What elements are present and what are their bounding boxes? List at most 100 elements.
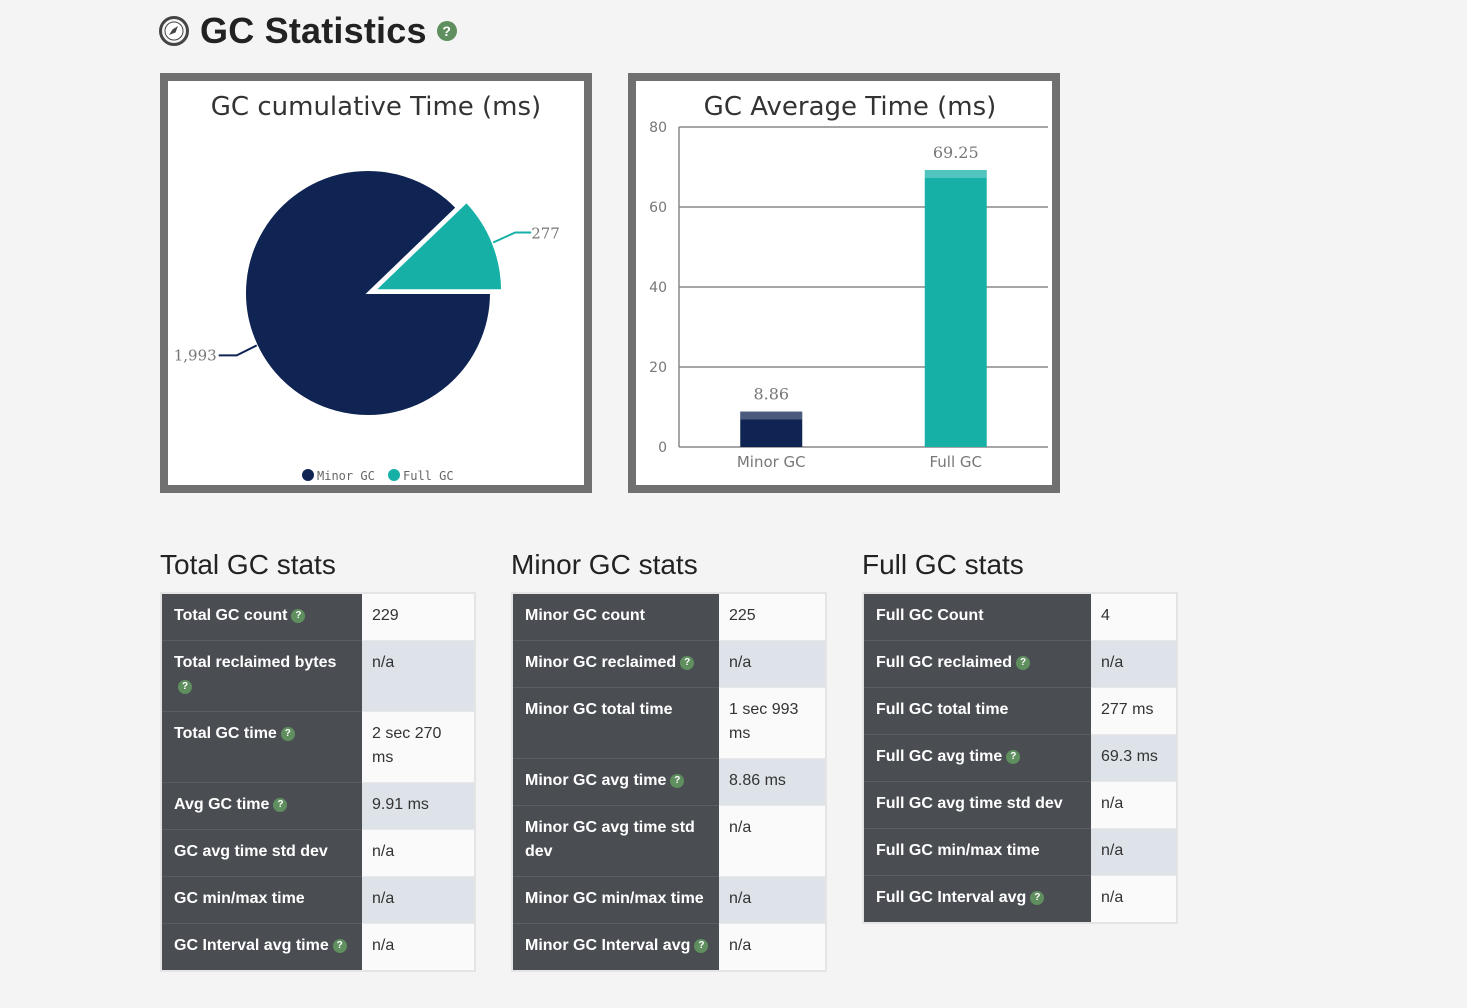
full-gc-stats-table: Full GC Count 4 Full GC reclaimed? n/a Full … (862, 592, 1178, 924)
bar-full-gc[interactable] (924, 170, 987, 447)
stat-label: Minor GC reclaimed? (512, 640, 719, 688)
stat-label: Full GC avg time std dev (863, 781, 1091, 829)
stat-value: 8.86 ms (719, 758, 826, 806)
stat-label-text: Minor GC min/max time (525, 890, 704, 907)
table-row: Full GC total time 277 ms (863, 687, 1177, 735)
help-icon[interactable]: ? (280, 726, 295, 741)
help-icon[interactable]: ? (178, 679, 192, 694)
pie-slice-full-gc[interactable] (369, 199, 505, 293)
help-icon[interactable]: ? (694, 938, 709, 953)
stat-value: 2 sec 270 ms (362, 711, 475, 783)
total-gc-stats: Total GC stats Total GC count? 229 Total r… (160, 548, 476, 972)
stat-label-text: Minor GC reclaimed (525, 654, 677, 671)
help-icon[interactable]: ? (291, 608, 306, 623)
stat-value: 69.3 ms (1091, 734, 1177, 782)
stat-label-text: Avg GC time (174, 796, 270, 813)
stat-label-text: Full GC avg time std dev (876, 795, 1063, 812)
stat-label-text: Full GC total time (876, 701, 1009, 718)
table-row: Minor GC reclaimed? n/a (512, 640, 826, 688)
stat-label-text: Full GC min/max time (876, 842, 1040, 859)
pie-slice-minor-gc[interactable] (244, 169, 493, 417)
stat-label: Full GC total time (863, 687, 1091, 735)
full-gc-data-label: 277 (531, 225, 560, 243)
stat-value: n/a (719, 640, 826, 688)
bar-chart-svg: GC Average Time (ms) 0 20 40 60 80 8.86 Minor G… (649, 92, 1048, 471)
help-icon[interactable]: ? (670, 773, 685, 788)
help-icon[interactable]: ? (1030, 890, 1045, 905)
table-row: GC min/max time n/a (161, 876, 475, 924)
minor-gc-data-label: 1,993 (174, 346, 217, 364)
table-row: Total reclaimed bytes? n/a (161, 640, 475, 712)
stat-label-text: Total reclaimed bytes (174, 654, 337, 671)
help-icon[interactable]: ? (1006, 749, 1021, 764)
stat-value: n/a (362, 923, 475, 971)
legend-label[interactable]: Minor GC (317, 469, 375, 483)
chart-title: GC Average Time (ms) (704, 92, 997, 122)
stat-label-text: Full GC Count (876, 607, 984, 624)
stat-value: n/a (719, 876, 826, 924)
full-gc-stats: Full GC stats Full GC Count 4 Full GC recl… (862, 548, 1178, 924)
page-header: GC Statistics ? (158, 10, 457, 52)
stat-value: n/a (1091, 875, 1177, 923)
stat-label: Total GC count? (161, 592, 362, 641)
stat-label-text: Total GC time (174, 725, 277, 742)
stat-value: n/a (1091, 640, 1177, 688)
stat-label: Total reclaimed bytes? (161, 640, 362, 712)
y-tick-label: 40 (649, 280, 667, 296)
total-gc-stats-heading: Total GC stats (160, 549, 336, 580)
help-icon[interactable]: ? (332, 938, 347, 953)
stat-label: Minor GC avg time std dev (512, 805, 719, 877)
total-gc-stats-table: Total GC count? 229 Total reclaimed bytes?… (160, 592, 476, 972)
stat-value: 4 (1091, 592, 1177, 641)
stat-label: Full GC reclaimed? (863, 640, 1091, 688)
stat-label-text: Minor GC count (525, 607, 645, 624)
table-row: Full GC avg time std dev n/a (863, 781, 1177, 829)
stat-label: GC Interval avg time? (161, 923, 362, 971)
legend-label[interactable]: Full GC (403, 469, 454, 483)
x-tick-label: Full GC (929, 453, 982, 471)
table-row: Full GC Interval avg? n/a (863, 875, 1177, 923)
table-row: Full GC avg time? 69.3 ms (863, 734, 1177, 782)
chart-title: GC cumulative Time (ms) (211, 92, 541, 122)
y-tick-label: 80 (649, 120, 667, 136)
table-row: Full GC min/max time n/a (863, 828, 1177, 876)
full-gc-stats-heading: Full GC stats (862, 549, 1024, 580)
minor-gc-stats-table: Minor GC count 225 Minor GC reclaimed? n/a M… (511, 592, 827, 972)
stat-label: Minor GC total time (512, 687, 719, 759)
table-row: Minor GC avg time? 8.86 ms (512, 758, 826, 806)
gc-average-time-chart: GC Average Time (ms) 0 20 40 60 80 8.86 Minor G… (628, 73, 1060, 493)
table-row: Avg GC time? 9.91 ms (161, 782, 475, 830)
y-tick-label: 20 (649, 360, 667, 376)
table-row: Minor GC avg time std dev n/a (512, 805, 826, 877)
help-icon[interactable]: ? (680, 655, 695, 670)
stat-label-text: GC min/max time (174, 890, 305, 907)
stat-label-text: Total GC count (174, 607, 288, 624)
stat-label: Minor GC Interval avg? (512, 923, 719, 971)
help-icon[interactable]: ? (1016, 655, 1031, 670)
table-row: GC avg time std dev n/a (161, 829, 475, 877)
stat-value: n/a (1091, 828, 1177, 876)
bar-data-label: 69.25 (933, 143, 979, 162)
legend-marker[interactable] (302, 469, 314, 481)
legend-marker[interactable] (388, 469, 400, 481)
help-icon[interactable]: ? (273, 797, 288, 812)
help-icon[interactable]: ? (436, 21, 457, 41)
stat-value: 1 sec 993 ms (719, 687, 826, 759)
stat-value: 225 (719, 592, 826, 641)
minor-gc-stats-heading: Minor GC stats (511, 549, 698, 580)
stat-label: Avg GC time? (161, 782, 362, 830)
stat-value: 277 ms (1091, 687, 1177, 735)
table-row: Minor GC min/max time n/a (512, 876, 826, 924)
stat-label-text: Minor GC avg time (525, 772, 667, 789)
bar-minor-gc[interactable] (740, 411, 803, 447)
table-row: Full GC reclaimed? n/a (863, 640, 1177, 688)
stat-value: n/a (362, 829, 475, 877)
gc-cumulative-time-chart: GC cumulative Time (ms) 277 1,993 Minor GC F… (160, 73, 592, 493)
bar-data-label: 8.86 (753, 385, 789, 404)
stat-value: n/a (362, 640, 475, 712)
bar-highlight (740, 411, 803, 420)
full-gc-leader-line (492, 231, 532, 244)
table-row: Full GC Count 4 (863, 592, 1177, 641)
minor-gc-stats: Minor GC stats Minor GC count 225 Minor GC… (511, 548, 827, 972)
stat-label-text: Full GC reclaimed (876, 654, 1013, 671)
